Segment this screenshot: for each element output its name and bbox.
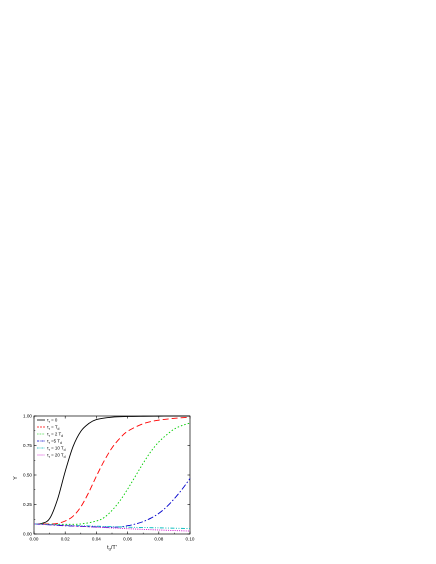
series-layer (33, 415, 191, 532)
y-tick-label: 0.75 (23, 443, 32, 448)
legend-label-2: τr = 2 Td (47, 432, 63, 438)
series-line-4 (33, 523, 191, 530)
series-line-0 (33, 415, 191, 525)
x-tick-label: 0.06 (123, 537, 132, 542)
legend-label-5: τr = 20 Td (47, 453, 66, 459)
y-tick-label: 1.00 (23, 414, 32, 419)
series-line-3 (33, 478, 191, 528)
x-tick-label: 0.08 (154, 537, 163, 542)
x-tick-label: 0.00 (30, 537, 39, 542)
x-tick-label: 0.02 (61, 537, 70, 542)
y-axis-title: Y (13, 476, 19, 480)
legend: τr = 0 τr = Td τr = 2 Td τr =5 Td τr = 1… (37, 418, 66, 459)
tick-labels: 0.00 0.02 0.04 0.06 0.08 0.10 0.00 0.25 0.50 0.75… (23, 414, 195, 542)
series-line-5 (33, 523, 191, 532)
legend-label-3: τr =5 Td (47, 439, 62, 445)
series-line-2 (33, 422, 191, 525)
legend-label-4: τr = 10 Td (47, 446, 66, 452)
y-tick-label: 0.00 (23, 532, 32, 537)
series-line-1 (34, 416, 191, 525)
y-tick-label: 0.50 (23, 473, 32, 478)
legend-label-1: τr = Td (47, 425, 60, 431)
x-tick-label: 0.04 (92, 537, 101, 542)
legend-label-0: τr = 0 (47, 418, 58, 424)
y-tick-label: 0.25 (23, 502, 32, 507)
x-axis-title: td/T' (107, 545, 117, 552)
axis-ticks (33, 415, 191, 535)
x-tick-label: 0.10 (186, 537, 195, 542)
